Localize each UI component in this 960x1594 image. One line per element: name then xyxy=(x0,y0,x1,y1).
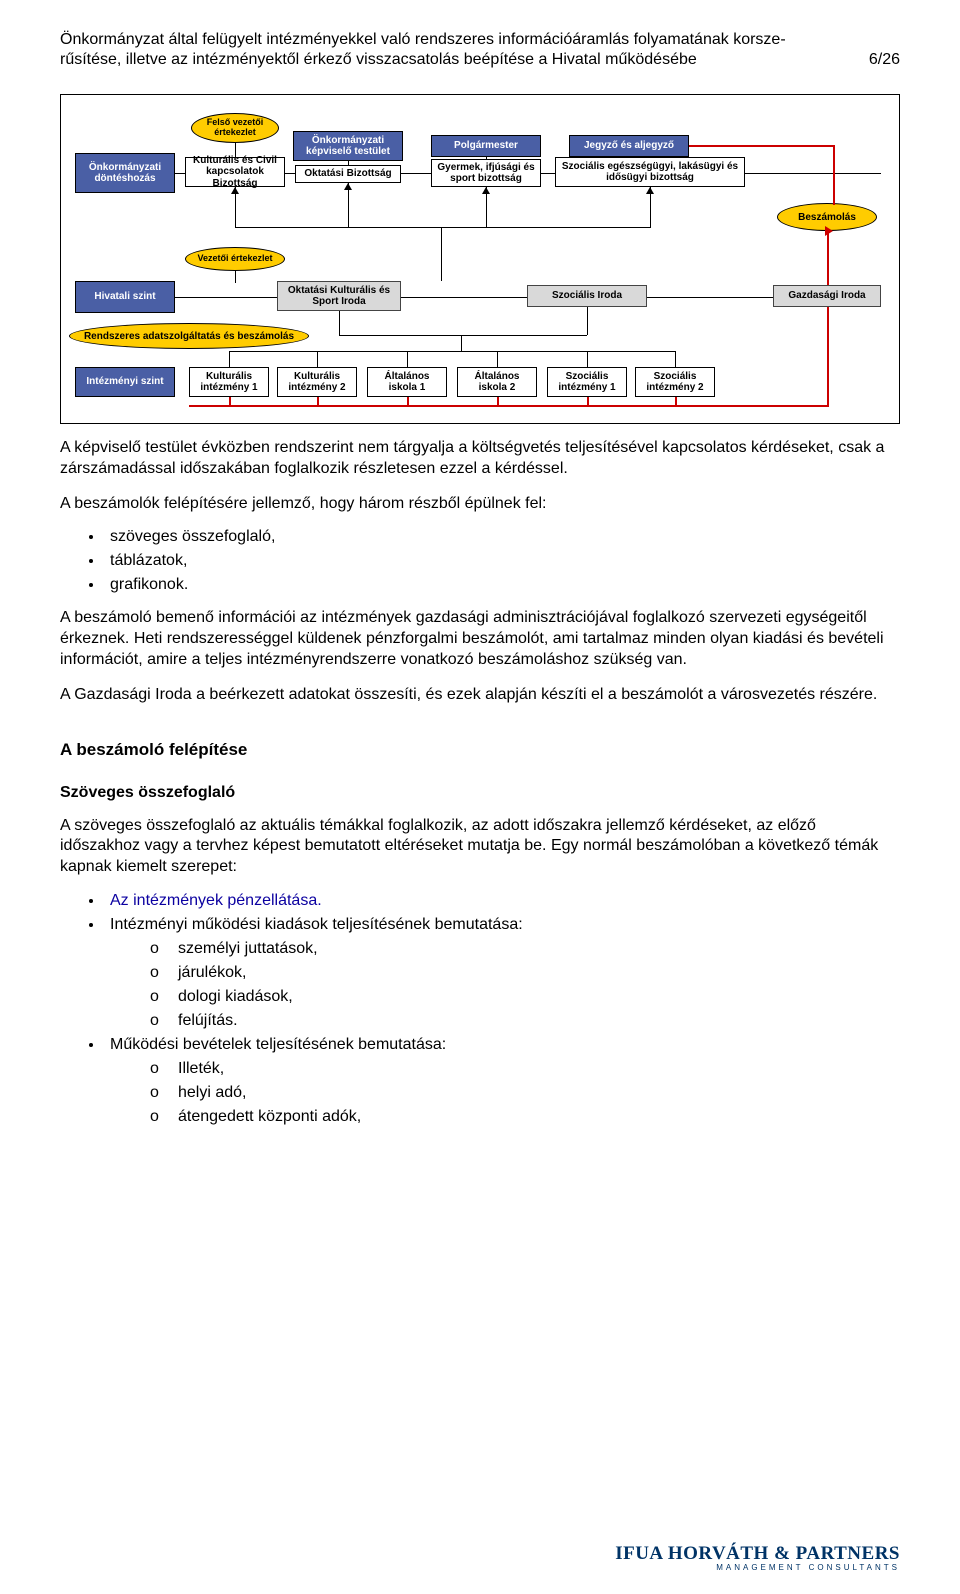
page-header: Önkormányzat által felügyelt intézmények… xyxy=(60,30,900,70)
box-kult-int-1: Kulturális intézmény 1 xyxy=(189,367,269,397)
list-item: szöveges összefoglaló, xyxy=(104,528,900,546)
subsection-heading: Szöveges összefoglaló xyxy=(60,784,900,802)
sublist-item: dologi kiadások, xyxy=(150,988,900,1006)
header-line-1: Önkormányzat által felügyelt intézmények… xyxy=(60,30,900,50)
box-hivatali-szint: Hivatali szint xyxy=(75,281,175,313)
sublist: Illeték, helyi adó, átengedett központi … xyxy=(110,1060,900,1126)
sublist-item: járulékok, xyxy=(150,964,900,982)
list-item: Intézményi működési kiadások teljesítésé… xyxy=(104,916,900,1030)
box-kult-int-2: Kulturális intézmény 2 xyxy=(277,367,357,397)
box-onkorm-donteshozas: Önkormányzati döntéshozás xyxy=(75,153,175,193)
list-item: Működési bevételek teljesítésének bemuta… xyxy=(104,1036,900,1126)
box-kepviselo-testulet: Önkormányzati képviselő testület xyxy=(293,131,403,161)
list-topics: Az intézmények pénzellátása. Intézményi … xyxy=(60,892,900,1126)
page: Önkormányzat által felügyelt intézmények… xyxy=(0,0,960,1594)
sublist-item: felújítás. xyxy=(150,1012,900,1030)
list-item-text: Intézményi működési kiadások teljesítésé… xyxy=(110,916,523,933)
sublist-item: személyi juttatások, xyxy=(150,940,900,958)
box-szoc-int-1: Szociális intézmény 1 xyxy=(547,367,627,397)
sublist: személyi juttatások, járulékok, dologi k… xyxy=(110,940,900,1030)
logo-brand: IFUA HORVÁTH & PARTNERS xyxy=(615,1544,900,1564)
para-3: A beszámoló bemenő információi az intézm… xyxy=(60,608,900,670)
sublist-item: helyi adó, xyxy=(150,1084,900,1102)
box-gyermek-bizottsag: Gyermek, ifjúsági és sport bizottság xyxy=(431,159,541,187)
box-gazd-iroda: Gazdasági Iroda xyxy=(773,285,881,307)
header-line-2: rűsítése, illetve az intézményektől érke… xyxy=(60,50,840,70)
para-1: A képviselő testület évközben rendszerin… xyxy=(60,438,900,480)
box-jegyzo: Jegyző és aljegyző xyxy=(569,135,689,157)
sublist-item: átengedett központi adók, xyxy=(150,1108,900,1126)
para-5: A szöveges összefoglaló az aktuális témá… xyxy=(60,816,900,878)
list-item: táblázatok, xyxy=(104,552,900,570)
sublist-item: Illeték, xyxy=(150,1060,900,1078)
section-heading: A beszámoló felépítése xyxy=(60,740,900,760)
list-item-text: Működési bevételek teljesítésének bemuta… xyxy=(110,1036,446,1053)
box-kulturalis-civil: Kulturális és Civil kapcsolatok Bizottsá… xyxy=(185,157,285,187)
org-diagram: Önkormányzati döntéshozás Felső vezetői … xyxy=(60,94,900,424)
box-oktatasi-bizottsag: Oktatási Bizottság xyxy=(295,165,401,183)
list-report-parts: szöveges összefoglaló, táblázatok, grafi… xyxy=(60,528,900,594)
box-alt-isk-1: Általános iskola 1 xyxy=(367,367,447,397)
box-szoc-iroda: Szociális Iroda xyxy=(527,285,647,307)
box-alt-isk-2: Általános iskola 2 xyxy=(457,367,537,397)
footer-logo: IFUA HORVÁTH & PARTNERS MANAGEMENT CONSU… xyxy=(615,1544,900,1572)
logo-tagline: MANAGEMENT CONSULTANTS xyxy=(615,1564,900,1572)
list-item: Az intézmények pénzellátása. xyxy=(104,892,900,910)
page-number: 6/26 xyxy=(840,50,900,70)
para-4: A Gazdasági Iroda a beérkezett adatokat … xyxy=(60,685,900,706)
box-szoc-int-2: Szociális intézmény 2 xyxy=(635,367,715,397)
box-oks-iroda: Oktatási Kulturális és Sport Iroda xyxy=(277,281,401,311)
list-item: grafikonok. xyxy=(104,576,900,594)
oval-felso-ertekezlet: Felső vezetői értekezlet xyxy=(191,113,279,143)
box-szoc-eg-bizottsag: Szociális egészségügyi, lakásügyi és idő… xyxy=(555,157,745,187)
oval-rendszeres: Rendszeres adatszolgáltatás és beszámolá… xyxy=(69,323,309,349)
list-item-text: Az intézmények pénzellátása. xyxy=(110,892,322,909)
box-intezmenyi-szint: Intézményi szint xyxy=(75,367,175,397)
box-polgarmester: Polgármester xyxy=(431,135,541,157)
oval-vezetoi-ertekezlet: Vezetői értekezlet xyxy=(185,247,285,271)
para-2: A beszámolók felépítésére jellemző, hogy… xyxy=(60,494,900,515)
